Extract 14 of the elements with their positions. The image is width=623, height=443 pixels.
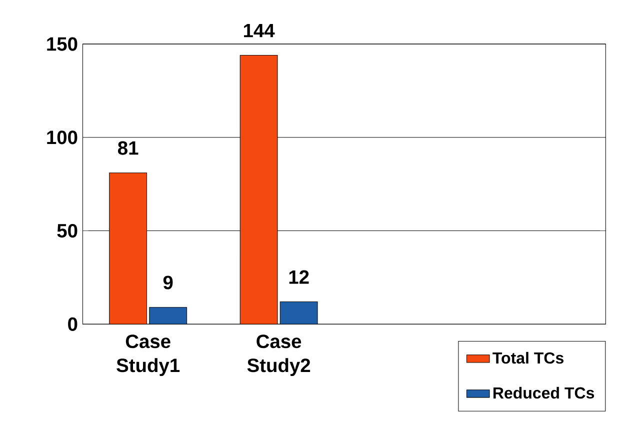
data-label: 144 — [244, 24, 275, 38]
bar — [149, 307, 188, 324]
legend-label: Total TCs — [492, 352, 564, 364]
x-tick-label: Case Study2 — [247, 334, 310, 376]
y-tick-label: 150 — [47, 37, 78, 51]
bar — [280, 302, 318, 324]
y-tick-label: 100 — [47, 130, 78, 144]
data-label: 12 — [289, 270, 309, 284]
x-tick-label: Case Study1 — [116, 334, 180, 376]
y-tick-label: 50 — [57, 224, 78, 238]
legend-label: Reduced TCs — [493, 386, 594, 399]
data-label: 9 — [163, 276, 173, 290]
y-tick-label: 0 — [68, 317, 78, 332]
data-label: 81 — [118, 141, 138, 155]
